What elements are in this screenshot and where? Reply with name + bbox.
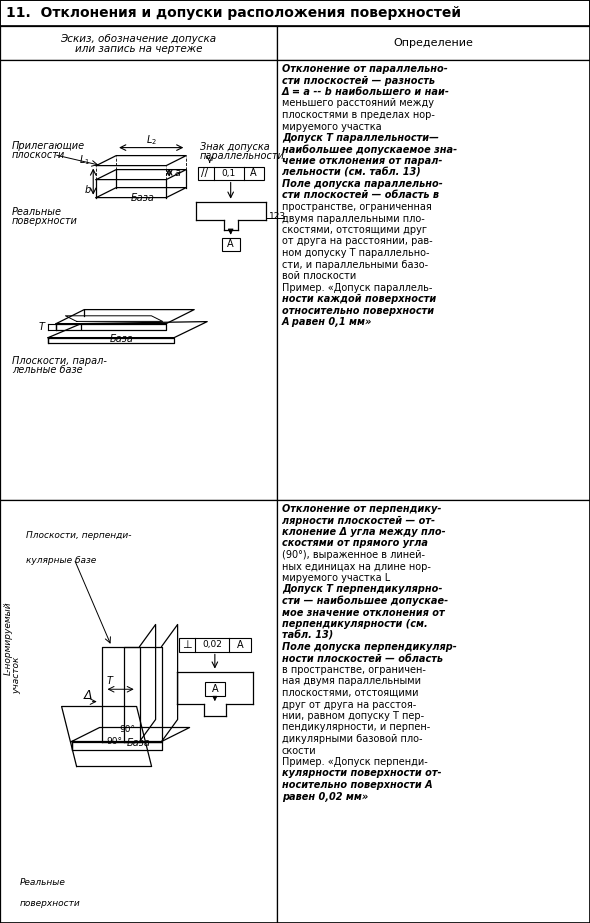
Text: ности каждой поверхности: ности каждой поверхности [282,294,436,304]
Text: поверхности: поверхности [20,899,81,907]
Text: сти — наибольшее допускае-: сти — наибольшее допускае- [282,596,448,606]
Text: участок: участок [12,656,21,694]
Text: $L_1$: $L_1$ [78,153,90,167]
Text: лельности (см. табл. 13): лельности (см. табл. 13) [282,167,421,177]
Text: ных единицах на длине нор-: ных единицах на длине нор- [282,561,431,571]
Text: База: База [109,333,133,343]
Text: Реальные: Реальные [12,207,62,217]
Text: мое значение отклонения от: мое значение отклонения от [282,607,445,617]
Bar [179,638,251,652]
Text: чение отклонения от парал-: чение отклонения от парал- [282,156,442,166]
Bar [277,60,590,500]
Text: L-нормируемый: L-нормируемый [4,602,12,675]
Text: 123: 123 [268,212,286,222]
Bar [277,500,590,923]
Text: Допуск Т параллельности—: Допуск Т параллельности— [282,133,439,143]
Text: нии, равном допуску Т пер-: нии, равном допуску Т пер- [282,711,424,721]
Text: 90°: 90° [107,737,123,746]
Text: пространстве, ограниченная: пространстве, ограниченная [282,202,432,212]
Text: Δ: Δ [84,689,92,701]
Text: ности плоскостей — область: ности плоскостей — область [282,653,443,664]
Text: сти, и параллельными базо-: сти, и параллельными базо- [282,259,428,270]
Text: мируемого участка L: мируемого участка L [282,573,390,583]
Text: меньшего расстояний между: меньшего расстояний между [282,99,434,109]
Bar [198,166,264,180]
Text: вой плоскости: вой плоскости [282,271,356,281]
Text: T: T [38,321,44,331]
Text: $b$: $b$ [84,183,92,195]
Text: или запись на чертеже: или запись на чертеже [75,44,202,54]
Text: $L_2$: $L_2$ [146,134,157,148]
Text: относительно поверхности: относительно поверхности [282,306,434,316]
Text: База: База [131,193,155,203]
Bar [277,26,590,60]
Text: пендикулярности, и перпен-: пендикулярности, и перпен- [282,723,430,733]
Text: Реальные: Реальные [20,878,66,887]
Text: Отклонение от перпендику-: Отклонение от перпендику- [282,504,441,514]
Bar [0,500,277,923]
Text: в пространстве, ограничен-: в пространстве, ограничен- [282,665,426,675]
Text: плоскости: плоскости [12,150,65,160]
Text: скостями от прямого угла: скостями от прямого угла [282,538,428,548]
Text: параллельности: параллельности [199,150,284,161]
Text: клонение Δ угла между пло-: клонение Δ угла между пло- [282,527,445,537]
Text: База: База [127,738,150,749]
Text: Эскиз, обозначение допуска: Эскиз, обозначение допуска [60,34,217,44]
Text: табл. 13): табл. 13) [282,630,333,641]
Text: двумя параллельными пло-: двумя параллельными пло- [282,213,425,223]
Text: Плоскости, перпенди-: Плоскости, перпенди- [26,531,132,540]
Text: Плоскости, парал-: Плоскости, парал- [12,355,107,366]
Text: Отклонение от параллельно-: Отклонение от параллельно- [282,64,448,74]
Text: перпендикулярности (см.: перпендикулярности (см. [282,619,428,629]
Text: A: A [212,684,218,694]
Text: Поле допуска перпендикуляр-: Поле допуска перпендикуляр- [282,642,457,652]
Text: 90°: 90° [120,725,136,734]
Text: мируемого участка: мируемого участка [282,122,382,131]
Text: ном допуску Т параллельно-: ном допуску Т параллельно- [282,248,430,258]
Text: A: A [250,168,257,178]
Text: кулярности поверхности от-: кулярности поверхности от- [282,769,441,778]
Text: Прилегающие: Прилегающие [12,140,85,150]
Text: Пример. «Допуск перпенди-: Пример. «Допуск перпенди- [282,757,428,767]
Bar [0,60,277,500]
Text: равен 0,02 мм»: равен 0,02 мм» [282,792,368,801]
Bar [0,26,277,60]
Text: ⊥: ⊥ [182,640,192,650]
Text: 0,1: 0,1 [222,169,236,177]
Text: A: A [237,640,243,650]
Text: дикулярными базовой пло-: дикулярными базовой пло- [282,734,422,744]
Text: лярности плоскостей — от-: лярности плоскостей — от- [282,516,435,525]
Text: друг от друга на расстоя-: друг от друга на расстоя- [282,700,417,710]
Text: Пример. «Допуск параллель-: Пример. «Допуск параллель- [282,282,432,293]
Text: лельные базе: лельные базе [12,365,83,375]
Text: скостями, отстоящими друг: скостями, отстоящими друг [282,225,427,235]
Text: сти плоскостей — область в: сти плоскостей — область в [282,190,439,200]
Bar [222,237,240,251]
Text: Знак допуска: Знак допуска [199,141,270,151]
Text: Допуск Т перпендикулярно-: Допуск Т перпендикулярно- [282,584,442,594]
Text: от друга на расстоянии, рав-: от друга на расстоянии, рав- [282,236,432,246]
Text: плоскостями в пределах нор-: плоскостями в пределах нор- [282,110,435,120]
Bar [205,682,225,696]
Text: T: T [107,677,113,687]
Text: Определение: Определение [394,38,473,48]
Text: плоскостями, отстоящими: плоскостями, отстоящими [282,688,418,698]
Text: 11.  Отклонения и допуски расположения поверхностей: 11. Отклонения и допуски расположения по… [6,6,461,20]
Text: поверхности: поверхности [12,216,78,225]
Text: скости: скости [282,746,317,756]
Text: ная двумя параллельными: ная двумя параллельными [282,677,421,687]
Text: //: // [201,168,208,178]
Text: A: A [227,239,234,249]
Text: носительно поверхности А: носительно поверхности А [282,780,432,790]
Text: $a$: $a$ [174,168,182,177]
Text: сти плоскостей — разность: сти плоскостей — разность [282,76,435,86]
Text: 0,02: 0,02 [202,640,222,649]
Text: наибольшее допускаемое зна-: наибольшее допускаемое зна- [282,145,457,155]
Text: А равен 0,1 мм»: А равен 0,1 мм» [282,317,372,327]
Text: Δ = a -- b наибольшего и наи-: Δ = a -- b наибольшего и наи- [282,87,450,97]
Text: кулярные базе: кулярные базе [26,556,96,565]
Text: (90°), выраженное в линей-: (90°), выраженное в линей- [282,550,425,560]
Text: Поле допуска параллельно-: Поле допуска параллельно- [282,179,442,189]
Bar [0,0,590,26]
